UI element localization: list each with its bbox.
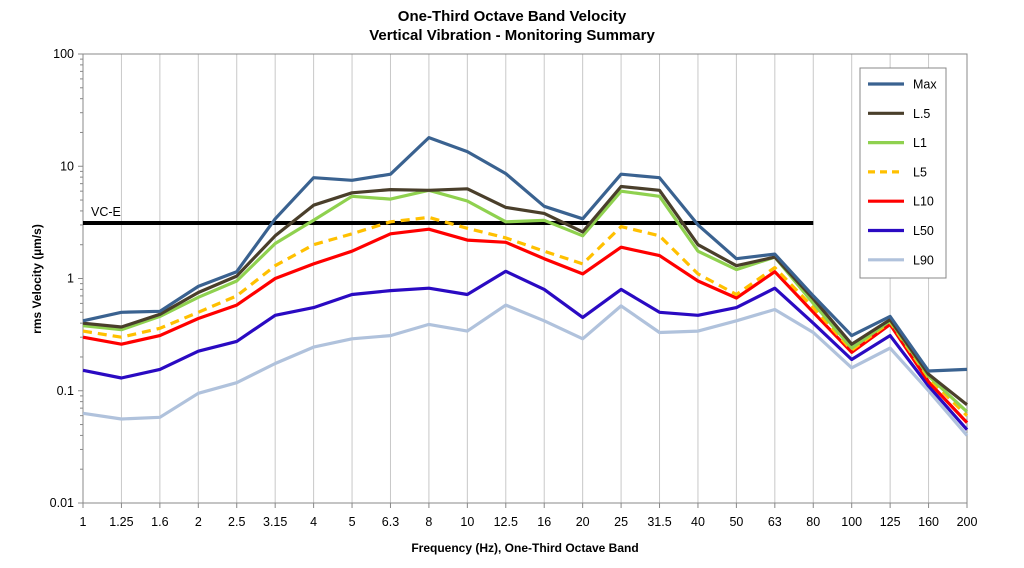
x-tick-label: 12.5 [494,515,518,529]
x-tick-label: 40 [691,515,705,529]
x-tick-label: 63 [768,515,782,529]
x-tick-label: 1.25 [109,515,133,529]
chart-subtitle: Vertical Vibration - Monitoring Summary [369,27,655,44]
x-tick-label: 3.15 [263,515,287,529]
chart-title: One-Third Octave Band Velocity [397,8,627,25]
y-axis-label: rms Velocity (µm/s) [30,224,44,334]
y-tick-label: 0.01 [50,496,74,510]
y-tick-label: 1 [67,272,74,286]
x-tick-label: 8 [425,515,432,529]
x-tick-label: 2 [195,515,202,529]
series-line-max [82,136,968,373]
x-tick-label: 160 [918,515,939,529]
x-tick-label: 10 [460,515,474,529]
x-tick-label: 31.5 [647,515,671,529]
x-tick-label: 200 [957,515,978,529]
x-tick-label: 6.3 [382,515,399,529]
x-axis-label: Frequency (Hz), One-Third Octave Band [411,541,639,555]
x-tick-label: 16 [537,515,551,529]
series-line-l5 [82,184,968,407]
x-tick-label: 100 [841,515,862,529]
x-tick-label: 125 [880,515,901,529]
legend-label: L1 [913,136,927,150]
series-line-l1 [82,188,969,413]
y-tick-label: 0.1 [57,384,74,398]
x-tick-label: 5 [349,515,356,529]
series-line-l10 [82,227,969,424]
x-tick-label: 20 [576,515,590,529]
series-line-l5 [82,215,969,417]
legend-label: L90 [913,253,934,267]
legend-label: L50 [913,224,934,238]
series-line-l90 [82,303,969,437]
x-tick-label: 1 [80,515,87,529]
legend-label: L5 [913,165,927,179]
x-tick-label: 50 [729,515,743,529]
x-tick-label: 4 [310,515,317,529]
x-tick-label: 1.6 [151,515,168,529]
x-tick-label: 2.5 [228,515,245,529]
x-tick-label: 80 [806,515,820,529]
y-tick-label: 10 [60,159,74,173]
x-tick-label: 25 [614,515,628,529]
legend-label: L10 [913,195,934,209]
series-line-l50 [82,269,969,431]
legend-label: Max [913,78,937,92]
reference-line-label: VC-E [91,205,121,219]
legend-label: L.5 [913,107,930,121]
y-tick-label: 100 [53,47,74,61]
